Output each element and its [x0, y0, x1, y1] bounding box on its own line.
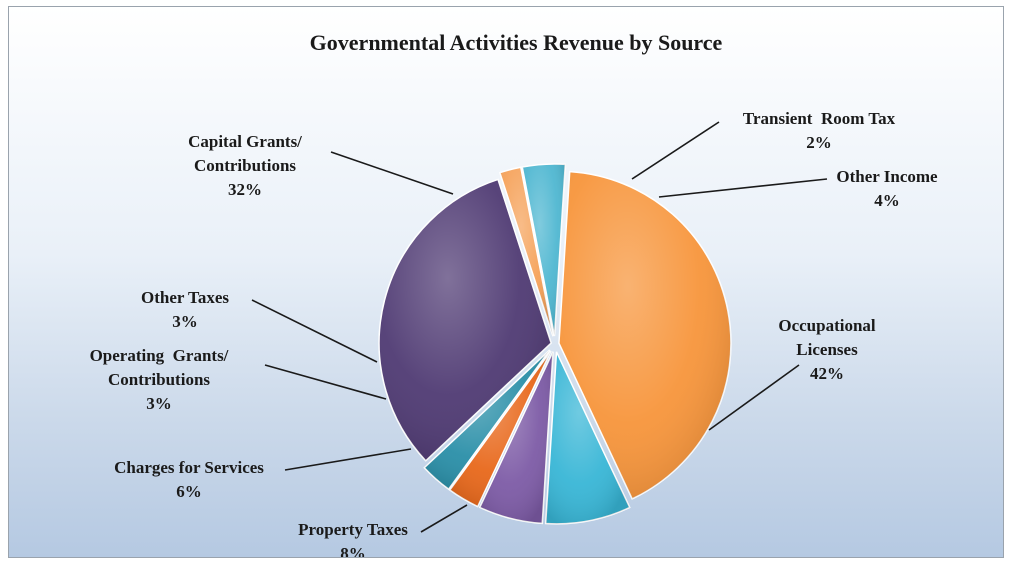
leader-line — [658, 178, 828, 198]
slice-name: Property Taxes — [298, 520, 408, 539]
leader-line — [708, 364, 800, 431]
slice-percent: 2% — [806, 133, 832, 152]
leader-line — [420, 504, 468, 533]
slice-labels: Transient Room Tax 2%Other Income 4% Occupa… — [90, 109, 938, 557]
leader-line — [284, 448, 412, 471]
slice-percent: 3% — [146, 394, 172, 413]
slice-name: Other Taxes — [141, 288, 229, 307]
pie-slice-shading — [379, 179, 552, 461]
slice-percent: 3% — [172, 312, 198, 331]
pie-slice-shading — [449, 350, 551, 507]
slice-label: Other Taxes 3% — [141, 288, 229, 331]
slice-percent: 8% — [340, 544, 366, 557]
slice-label: Transient Room Tax 2% — [743, 109, 896, 152]
pie-slice-shading — [499, 167, 554, 337]
slice-label: Property Taxes 8% — [298, 520, 408, 557]
slice-name: Capital Grants/ — [188, 132, 302, 151]
slice-label: Capital Grants/Contributions 32% — [188, 132, 302, 199]
chart-title: Governmental Activities Revenue by Sourc… — [310, 30, 723, 55]
pie-slice-shading — [424, 350, 550, 490]
slice-name: Contributions — [194, 156, 296, 175]
leader-line — [264, 364, 387, 400]
slice-name: Operating Grants/ — [90, 346, 229, 365]
chart-area: Governmental Activities Revenue by Sourc… — [8, 6, 1004, 558]
slice-percent: 4% — [874, 191, 900, 210]
slice-name: Occupational — [778, 316, 876, 335]
leader-line — [251, 299, 378, 363]
pie-slices — [378, 163, 732, 525]
leader-line — [330, 151, 454, 195]
slice-name: Other Income — [836, 167, 938, 186]
pie-slice-shading — [545, 351, 630, 524]
slice-name: Transient Room Tax — [743, 109, 896, 128]
slice-name: Licenses — [796, 340, 858, 359]
slice-label: Operating Grants/Contributions 3% — [90, 346, 229, 413]
pie-chart: Governmental Activities Revenue by Sourc… — [90, 30, 938, 557]
pie-slice-shading — [522, 164, 566, 337]
slice-label: Occupational Licenses 42% — [778, 316, 876, 383]
leader-line — [631, 121, 720, 180]
slice-label: Other Income 4% — [836, 167, 938, 210]
pie-slice-shading — [479, 351, 554, 524]
slice-percent: 6% — [176, 482, 202, 501]
pie-slice-shading — [558, 171, 731, 499]
slice-percent: 32% — [228, 180, 262, 199]
slice-name: Charges for Services — [114, 458, 264, 477]
slice-percent: 42% — [810, 364, 844, 383]
slice-name: Contributions — [108, 370, 210, 389]
slice-label: Charges for Services 6% — [114, 458, 264, 501]
